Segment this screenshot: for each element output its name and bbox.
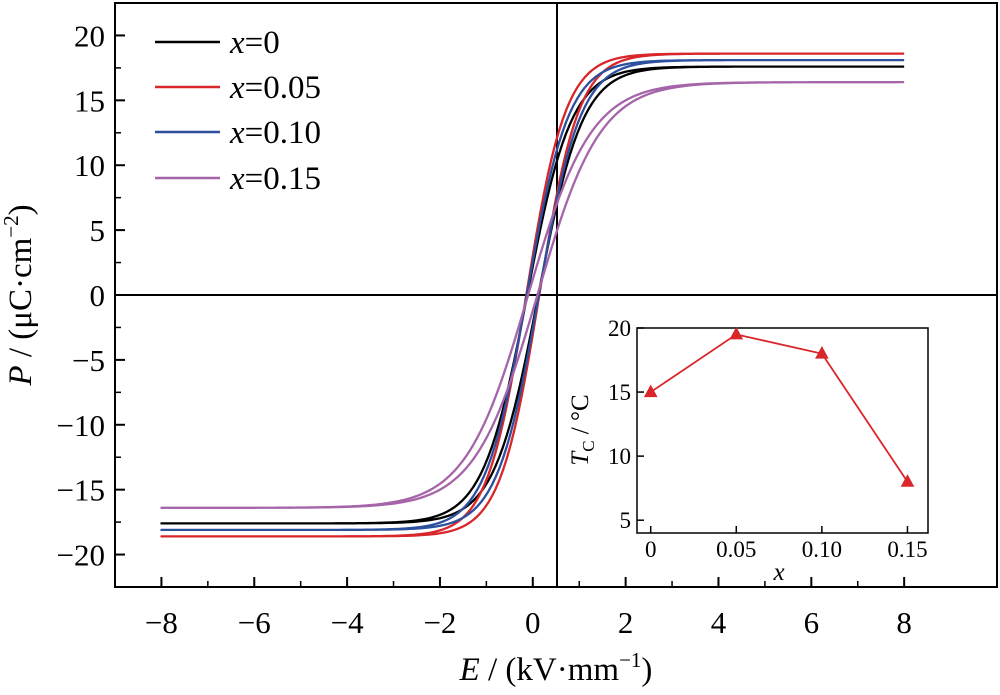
hysteresis-loops xyxy=(160,52,905,538)
inset-x-tick-label: 0 xyxy=(645,537,657,562)
series-line-1 xyxy=(160,52,905,538)
y-tick-label: −20 xyxy=(57,538,105,573)
inset-series xyxy=(643,326,915,487)
inset-y-tick-label: 10 xyxy=(608,444,631,469)
legend: x=0 x=0.05 x=0.10 x=0.15 xyxy=(155,25,321,197)
x-tick-label: 0 xyxy=(525,605,541,640)
inset-series-line xyxy=(650,333,909,483)
x-tick-label: −4 xyxy=(331,605,364,640)
y-axis-title: P / (μC·cm−2) xyxy=(0,204,39,386)
series-line-2 xyxy=(160,58,905,532)
y-tick-label: −10 xyxy=(57,408,105,443)
inset-point xyxy=(815,346,829,359)
inset-axis-ticks: 0 0.05 0.10 0.15 5 10 15 20 xyxy=(608,316,928,562)
y-tick-label: −15 xyxy=(57,473,105,508)
legend-label-0: x=0 xyxy=(229,25,280,61)
y-tick-label: 5 xyxy=(90,213,106,248)
inset-frame xyxy=(636,327,929,534)
y-tick-label: 10 xyxy=(74,148,105,183)
inset-y-axis-title: TC / °C xyxy=(567,394,598,465)
inset-point xyxy=(729,326,744,340)
x-tick-label: −6 xyxy=(238,605,271,640)
inset-x-axis-title: x xyxy=(772,559,784,586)
x-tick-label: 4 xyxy=(711,605,727,640)
inset-y-tick-label: 20 xyxy=(608,316,631,341)
x-tick-label: 2 xyxy=(618,605,634,640)
series-line-0 xyxy=(160,65,905,525)
inset-point xyxy=(900,474,915,487)
legend-entry-3: x=0.15 xyxy=(155,161,321,197)
y-tick-label: −5 xyxy=(72,343,105,378)
legend-entry-0: x=0 xyxy=(155,25,280,61)
x-tick-label: −2 xyxy=(423,605,456,640)
y-tick-label: 0 xyxy=(90,278,106,313)
y-tick-label: 15 xyxy=(74,83,105,118)
y-tick-label: 20 xyxy=(74,18,105,53)
legend-label-1: x=0.05 xyxy=(229,70,321,106)
inset-x-tick-label: 0.05 xyxy=(716,537,756,562)
legend-entry-1: x=0.05 xyxy=(155,70,321,106)
x-axis-title: E / (kV·mm−1) xyxy=(459,648,653,688)
x-tick-label: 6 xyxy=(804,605,820,640)
inset-point xyxy=(643,384,658,398)
inset-y-tick-label: 15 xyxy=(608,380,631,405)
legend-entry-2: x=0.10 xyxy=(155,115,321,151)
inset-x-tick-label: 0.15 xyxy=(887,537,927,562)
x-tick-label: 8 xyxy=(896,605,912,640)
legend-label-2: x=0.10 xyxy=(229,115,321,151)
legend-label-3: x=0.15 xyxy=(229,161,321,197)
inset-x-tick-label: 0.10 xyxy=(802,537,842,562)
inset-y-tick-label: 5 xyxy=(620,508,632,533)
series-line-3 xyxy=(160,81,905,509)
x-tick-label: −8 xyxy=(145,605,178,640)
